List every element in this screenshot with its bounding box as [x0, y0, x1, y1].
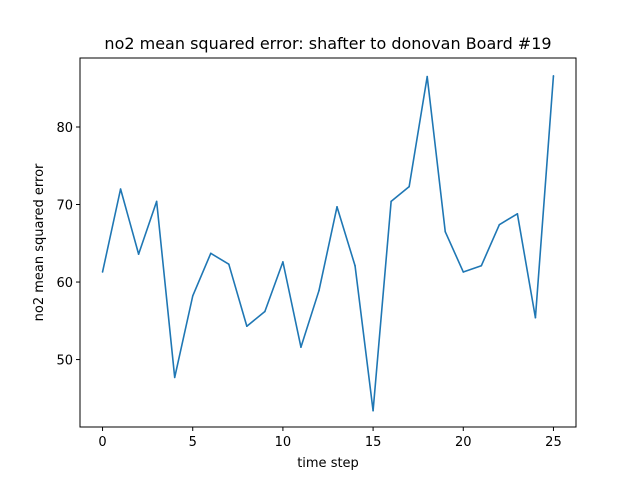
data-point	[534, 316, 537, 319]
data-point	[444, 230, 447, 233]
x-tick-label: 15	[365, 435, 382, 450]
y-tick-label: 70	[56, 199, 73, 214]
y-tick-label: 60	[56, 276, 73, 291]
data-point	[119, 188, 122, 190]
data-point	[282, 261, 284, 263]
data-point	[336, 206, 338, 208]
data-point	[462, 271, 465, 273]
data-point	[372, 409, 374, 412]
data-point	[498, 223, 501, 226]
data-point	[408, 185, 410, 188]
x-axis-ticks: 0 5 10 15 20 25	[98, 427, 562, 450]
data-point	[516, 213, 519, 215]
data-point	[228, 263, 230, 266]
series-layer	[101, 75, 555, 412]
x-tick-label: 10	[275, 435, 292, 450]
y-tick-label: 80	[56, 121, 73, 136]
x-tick-label: 25	[545, 435, 562, 450]
x-tick-label: 0	[98, 435, 106, 450]
chart-title: no2 mean squared error: shafter to donov…	[104, 34, 551, 53]
plot-area: 0 5 10 15 20 25 50 60 70 80	[56, 57, 577, 450]
data-point	[354, 264, 356, 267]
data-point	[426, 75, 429, 78]
data-point	[552, 75, 555, 77]
data-point	[390, 200, 392, 203]
data-point	[264, 310, 266, 313]
data-point	[300, 346, 302, 348]
data-point	[173, 376, 176, 379]
y-tick-label: 50	[56, 354, 73, 369]
plot-frame	[79, 57, 577, 428]
data-point	[101, 271, 104, 273]
data-point	[318, 289, 320, 292]
data-point	[155, 200, 158, 203]
data-point	[191, 295, 194, 297]
data-point	[209, 252, 212, 255]
x-tick-label: 20	[455, 435, 472, 450]
y-axis-ticks: 50 60 70 80	[56, 121, 80, 369]
data-point	[480, 264, 483, 267]
series-line-0	[101, 75, 555, 412]
y-axis-label: no2 mean squared error	[32, 163, 47, 321]
data-point	[137, 253, 140, 255]
data-point	[246, 325, 248, 328]
x-tick-label: 5	[189, 435, 197, 450]
x-axis-label: time step	[297, 456, 359, 471]
